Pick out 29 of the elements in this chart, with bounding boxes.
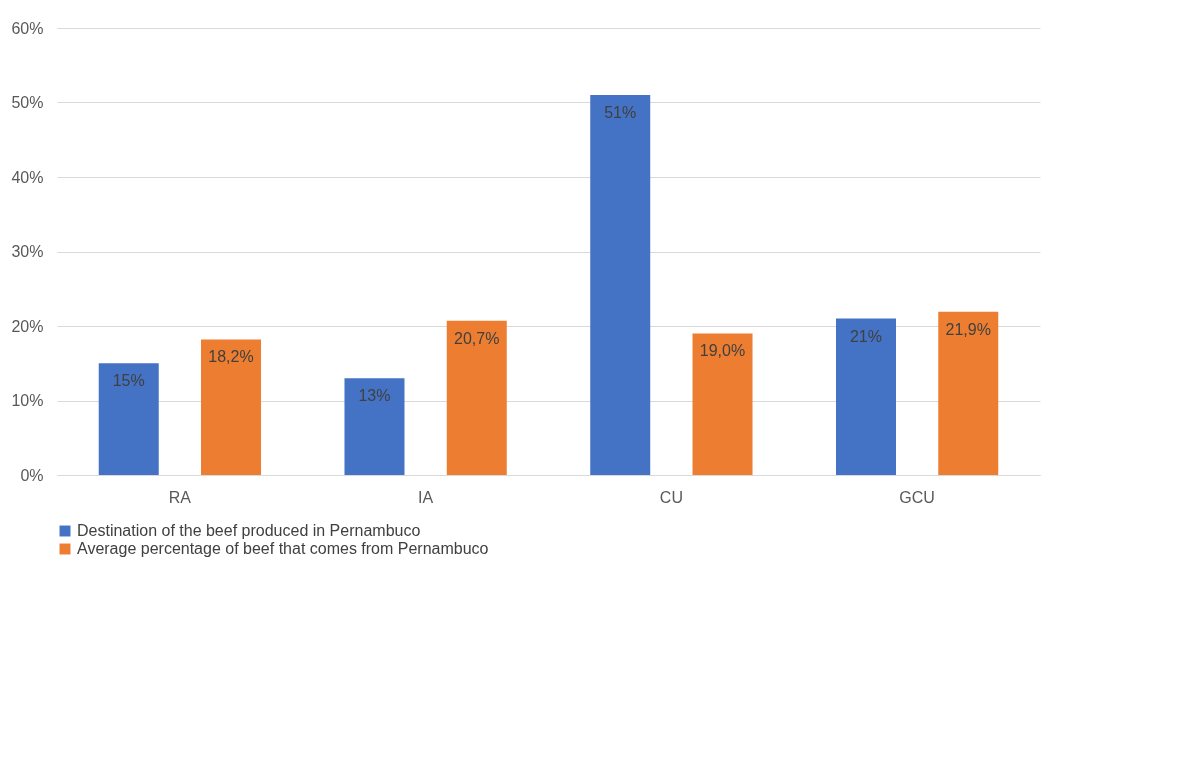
y-tick-label: 60%: [11, 19, 44, 37]
y-tick-label: 50%: [11, 94, 44, 111]
bar: [590, 95, 651, 475]
legend-label: Destination of the beef produced in Pernambuco: [77, 522, 421, 539]
data-label: 19,0%: [699, 342, 746, 360]
y-tick-label: 0%: [20, 466, 44, 484]
data-label: 51%: [604, 104, 637, 122]
legend-label: Average percentage of beef that comes from Pernambuco: [77, 540, 489, 557]
bar: [201, 339, 262, 475]
x-tick-label: CU: [659, 488, 683, 506]
bar: [835, 318, 896, 475]
bar: [446, 320, 507, 475]
data-label: 15%: [112, 372, 145, 390]
x-tick-label: RA: [168, 488, 192, 506]
data-label: 21,9%: [945, 320, 991, 338]
x-tick-label: IA: [418, 488, 434, 506]
y-tick-label: 10%: [11, 392, 44, 409]
data-label: 13%: [358, 387, 391, 405]
data-label: 18,2%: [208, 348, 254, 366]
data-label: 21%: [849, 327, 882, 345]
y-tick-label: 40%: [11, 168, 44, 186]
bar: [98, 363, 159, 475]
data-label: 20,7%: [454, 329, 500, 347]
bar: [344, 378, 405, 475]
x-tick-label: GCU: [899, 488, 935, 506]
y-tick-label: 20%: [11, 317, 44, 335]
y-tick-label: 30%: [11, 243, 44, 260]
bar: [938, 311, 999, 475]
bar: [692, 333, 753, 475]
